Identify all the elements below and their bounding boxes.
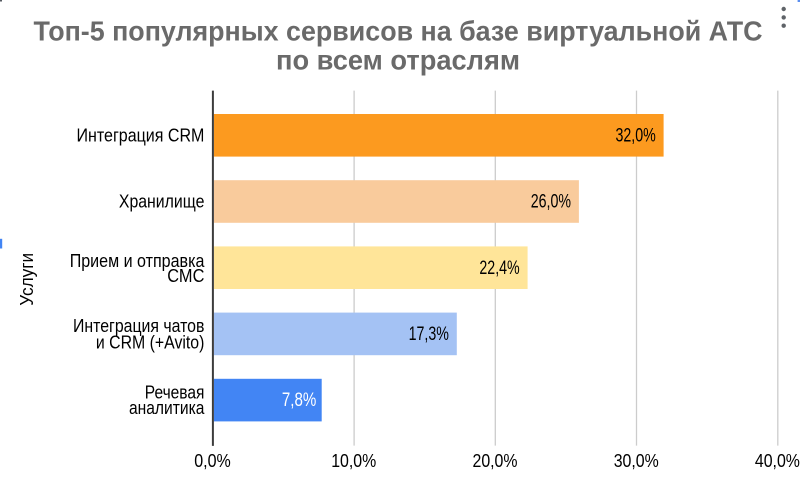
svg-text:Прием и отправка: Прием и отправка <box>70 251 206 271</box>
svg-text:Услуги: Услуги <box>17 253 37 306</box>
svg-text:40,0%: 40,0% <box>755 451 800 471</box>
svg-text:Речевая: Речевая <box>145 383 205 403</box>
svg-text:7,8%: 7,8% <box>282 390 316 411</box>
svg-text:26,0%: 26,0% <box>531 192 571 213</box>
svg-text:17,3%: 17,3% <box>409 324 449 345</box>
svg-text:30,0%: 30,0% <box>614 451 659 471</box>
svg-text:Топ-5 популярных сервисов на б: Топ-5 популярных сервисов на базе виртуа… <box>34 15 763 47</box>
svg-text:22,4%: 22,4% <box>479 258 519 279</box>
svg-text:10,0%: 10,0% <box>331 451 376 471</box>
svg-text:СМС: СМС <box>167 266 204 286</box>
svg-text:аналитика: аналитика <box>129 398 205 418</box>
svg-text:Интеграция CRM: Интеграция CRM <box>77 126 205 146</box>
svg-text:и CRM (+Avito): и CRM (+Avito) <box>96 332 205 352</box>
svg-text:по всем отраслям: по всем отраслям <box>276 43 520 75</box>
svg-text:20,0%: 20,0% <box>473 451 518 471</box>
svg-text:0,0%: 0,0% <box>194 451 231 471</box>
svg-text:Хранилище: Хранилище <box>119 192 205 212</box>
svg-text:32,0%: 32,0% <box>616 126 656 147</box>
svg-text:Интеграция чатов: Интеграция чатов <box>73 316 204 336</box>
